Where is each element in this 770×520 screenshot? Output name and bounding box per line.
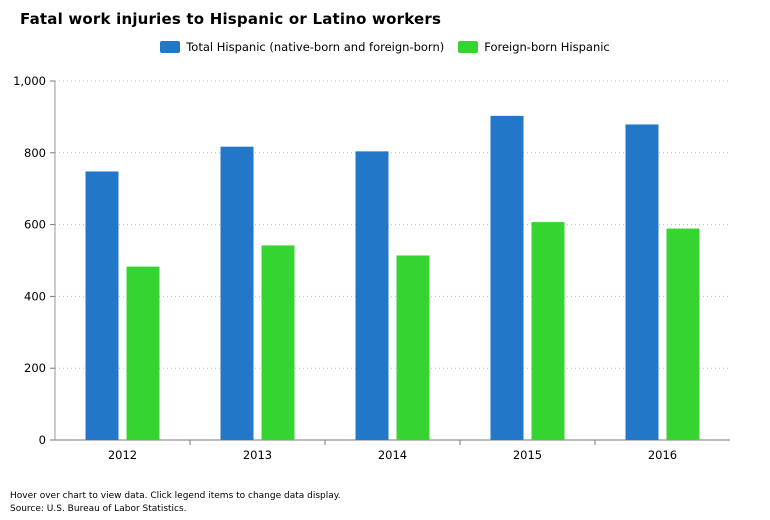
y-tick-label: 200	[24, 361, 46, 375]
bar-foreign-born-hispanic-2012[interactable]	[126, 266, 160, 440]
bar-total-hispanic-2016[interactable]	[625, 124, 659, 441]
bar-foreign-born-hispanic-2013[interactable]	[261, 245, 295, 440]
footer-source: Source: U.S. Bureau of Labor Statistics.	[10, 504, 187, 514]
legend-swatch-total-hispanic	[160, 41, 181, 53]
bar-total-hispanic-2012[interactable]	[85, 171, 119, 440]
footer: Hover over chart to view data. Click leg…	[10, 490, 341, 516]
legend-item-foreign-born-hispanic[interactable]: Foreign-born Hispanic	[458, 40, 610, 54]
bar-chart[interactable]: 0 200 400 600 800 1,000 2012 2013 2014 2015 2016	[0, 0, 770, 480]
bar-total-hispanic-2015[interactable]	[490, 115, 524, 440]
legend-item-total-hispanic[interactable]: Total Hispanic (native-born and foreign-…	[160, 40, 444, 54]
bar-foreign-born-hispanic-2016[interactable]	[666, 228, 700, 440]
y-tick-label: 1,000	[13, 74, 46, 88]
x-tick-label: 2014	[378, 448, 407, 462]
legend-swatch-foreign-born-hispanic	[458, 41, 479, 53]
bar-total-hispanic-2014[interactable]	[355, 151, 389, 440]
y-tick-label: 0	[39, 433, 46, 447]
y-tick-label: 800	[24, 146, 46, 160]
x-tick-label: 2016	[648, 448, 677, 462]
legend-label-total-hispanic: Total Hispanic (native-born and foreign-…	[186, 40, 445, 54]
x-tick-label: 2012	[108, 448, 137, 462]
chart-title: Fatal work injuries to Hispanic or Latin…	[20, 10, 442, 28]
legend-label-foreign-born-hispanic: Foreign-born Hispanic	[484, 40, 610, 54]
bar-foreign-born-hispanic-2015[interactable]	[531, 222, 565, 440]
x-tick-label: 2015	[513, 448, 542, 462]
footer-note: Hover over chart to view data. Click leg…	[10, 491, 341, 501]
legend: Total Hispanic (native-born and foreign-…	[0, 40, 770, 54]
y-tick-label: 400	[24, 289, 46, 303]
y-tick-label: 600	[24, 218, 46, 232]
x-tick-label: 2013	[243, 448, 272, 462]
bar-total-hispanic-2013[interactable]	[220, 146, 254, 440]
bar-foreign-born-hispanic-2014[interactable]	[396, 255, 430, 440]
